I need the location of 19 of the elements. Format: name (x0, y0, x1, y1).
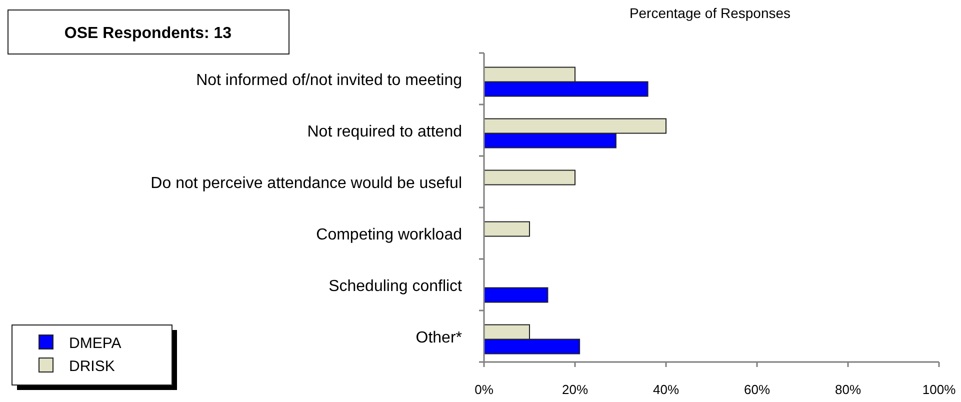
y-tick-label: Not required to attend (307, 123, 462, 140)
x-tick-label: 100% (922, 382, 956, 397)
y-tick-label: Do not perceive attendance would be useful (150, 174, 462, 192)
y-tick-label: Not informed of/not invited to meeting (196, 72, 462, 89)
x-tick-label: 40% (652, 382, 680, 397)
x-tick-label: 20% (562, 382, 588, 397)
bar (484, 170, 576, 186)
legend-label: DRISK (69, 358, 115, 375)
bar (484, 221, 530, 237)
legend-label: DMEPA (69, 335, 122, 352)
y-tick-label: Other* (416, 329, 462, 346)
y-tick-label: Competing workload (316, 226, 462, 244)
x-tick-label: 80% (834, 382, 862, 397)
chart-title: Percentage of Responses (629, 5, 791, 21)
y-tick-label: Scheduling conflict (328, 278, 463, 295)
x-tick-label: 60% (744, 382, 770, 397)
bar (484, 287, 548, 303)
text: OSE Respondents: 13 (64, 25, 232, 42)
x-tick-label: 0% (474, 382, 494, 397)
